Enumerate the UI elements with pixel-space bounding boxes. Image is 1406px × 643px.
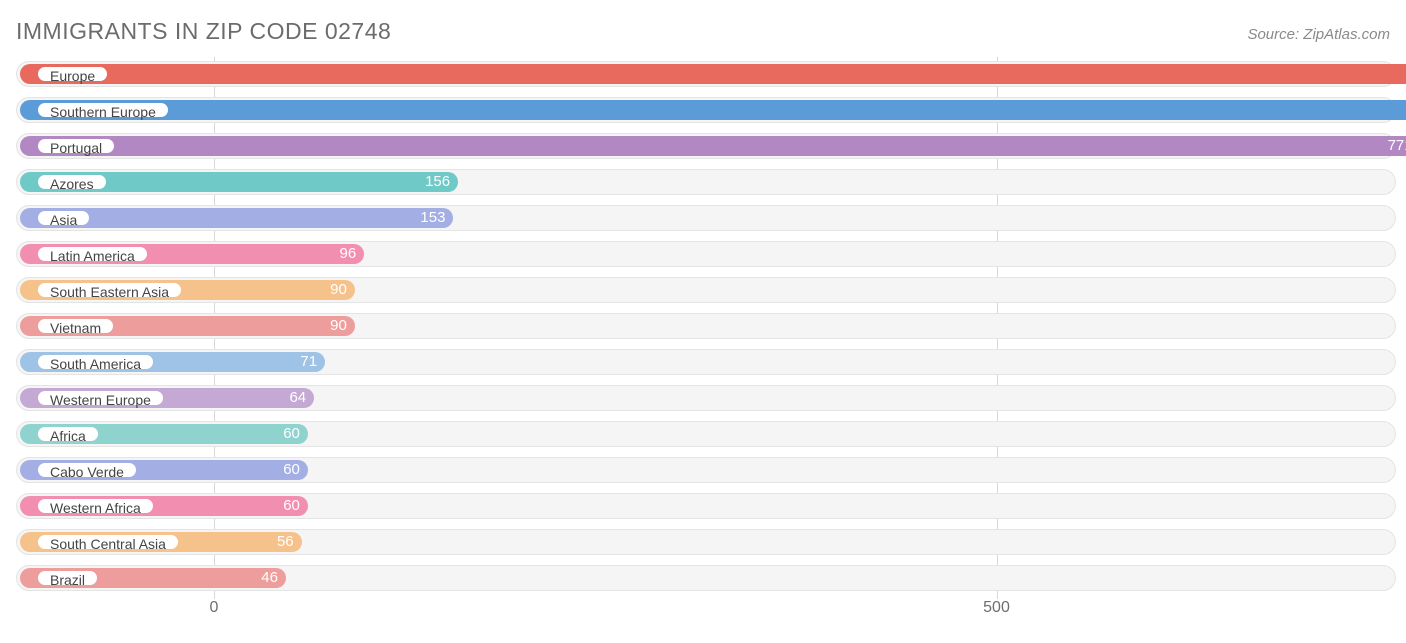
bar-category-label: Cabo Verde	[36, 461, 138, 479]
bar-value-label: 156	[425, 173, 450, 190]
bar-category-label: Africa	[36, 425, 100, 443]
chart-title: IMMIGRANTS IN ZIP CODE 02748	[16, 18, 391, 45]
bar-value-label: 71	[300, 353, 317, 370]
bar-row: Portugal771	[16, 131, 1396, 161]
x-axis: 05001,000	[16, 599, 1396, 629]
bar-category-label: Western Africa	[36, 497, 155, 515]
bar	[20, 100, 1406, 120]
chart-source: Source: ZipAtlas.com	[1247, 26, 1390, 43]
bar-row: Asia 153	[16, 203, 1396, 233]
bar-category-label: South America	[36, 353, 155, 371]
bar-row: Western Africa 60	[16, 491, 1396, 521]
bar-category-label: Latin America	[36, 245, 149, 263]
bar-category-label: Vietnam	[36, 317, 115, 335]
bar-category-label: Europe	[36, 65, 109, 83]
bar-row: Southern Europe789	[16, 95, 1396, 125]
bar-row: Brazil 46	[16, 563, 1396, 593]
bar-row: Azores 156	[16, 167, 1396, 197]
chart-header: IMMIGRANTS IN ZIP CODE 02748 Source: Zip…	[14, 18, 1396, 59]
bar-category-label: South Central Asia	[36, 533, 180, 551]
bar-row: Europe912	[16, 59, 1396, 89]
bar-row: Vietnam 90	[16, 311, 1396, 341]
x-axis-tick: 500	[983, 599, 1010, 617]
x-axis-tick: 0	[210, 599, 219, 617]
bar-row: Latin America 96	[16, 239, 1396, 269]
bar-category-label: South Eastern Asia	[36, 281, 183, 299]
chart-container: IMMIGRANTS IN ZIP CODE 02748 Source: Zip…	[0, 0, 1406, 643]
bar-row: Cabo Verde 60	[16, 455, 1396, 485]
bar-row: South Eastern Asia 90	[16, 275, 1396, 305]
bar-row: South America 71	[16, 347, 1396, 377]
bar-value-label: 96	[340, 245, 357, 262]
bar-category-label: Portugal	[36, 137, 116, 155]
bar-row: South Central Asia 56	[16, 527, 1396, 557]
bar	[20, 136, 1406, 156]
chart-plot: Europe912 Southern Europe789 Portugal771 Az…	[16, 59, 1396, 629]
bar-value-label: 153	[420, 209, 445, 226]
bar-value-label: 60	[283, 497, 300, 514]
bar-value-label: 90	[330, 281, 347, 298]
bar	[20, 64, 1406, 84]
bar-category-label: Brazil	[36, 569, 99, 587]
bar-row: Africa 60	[16, 419, 1396, 449]
bar-value-label: 60	[283, 425, 300, 442]
bar-value-label: 90	[330, 317, 347, 334]
bar-value-label: 64	[289, 389, 306, 406]
bar-value-label: 56	[277, 533, 294, 550]
bar-value-label: 771	[1388, 137, 1406, 154]
bar-row: Western Europe 64	[16, 383, 1396, 413]
bar-category-label: Western Europe	[36, 389, 165, 407]
bar-category-label: Azores	[36, 173, 108, 191]
bar-value-label: 46	[261, 569, 278, 586]
chart-bars: Europe912 Southern Europe789 Portugal771 Az…	[16, 59, 1396, 593]
bar-category-label: Asia	[36, 209, 91, 227]
bar-category-label: Southern Europe	[36, 101, 170, 119]
bar-value-label: 60	[283, 461, 300, 478]
